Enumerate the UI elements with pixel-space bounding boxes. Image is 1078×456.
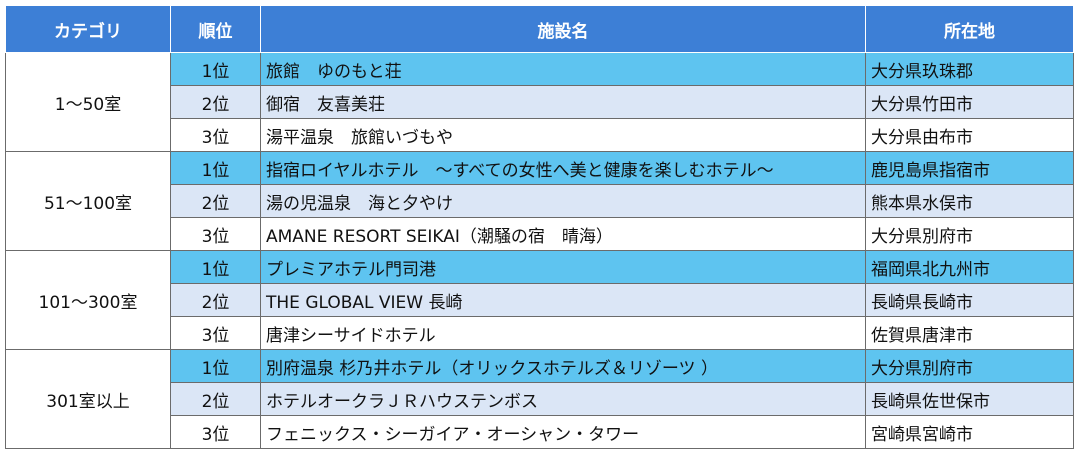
location-cell: 福岡県北九州市 [865, 250, 1074, 284]
table-row: 301室以上 1位 別府温泉 杉乃井ホテル（オリックスホテルズ＆リゾーツ ）大分県別… [5, 349, 1074, 449]
header-cell: 所在地 [865, 5, 1074, 53]
location-cell: 大分県由布市 [865, 118, 1074, 152]
rank-cell: 2位 [170, 85, 261, 119]
category-cell: 51～100室 [5, 151, 171, 251]
location-cell: 宮崎県宮崎市 [865, 415, 1074, 449]
location-cell: 大分県竹田市 [865, 85, 1074, 119]
location-cell: 大分県別府市 [865, 217, 1074, 251]
table-row: 1～50室 1位 旅館 ゆのもと荘 大分県玖珠郡 [5, 52, 1074, 152]
category-cell: 1～50室 [5, 52, 171, 152]
table-row: 3位 AMANE RESORT SEIKAI（潮騒の宿 晴海） 大分県別府市 [6, 217, 1074, 251]
rank-cell: 2位 [170, 382, 261, 416]
rank-cell: 1位 [170, 349, 261, 383]
rank-cell: 2位 [170, 184, 261, 218]
table-row: 2位 THE GLOBAL VIEW 長崎 長崎県長崎市 [6, 283, 1074, 317]
rank-cell: 1位 [170, 250, 261, 284]
table-body: 1～50室 1位 旅館 ゆのもと荘 大分県玖珠郡 2位 御宿 友喜美荘 大分県竹田市 3位 湯平… [5, 52, 1074, 449]
facility-cell: AMANE RESORT SEIKAI（潮騒の宿 晴海） [260, 217, 866, 251]
facility-cell: 指宿ロイヤルホテル ～すべての女性へ美と健康を楽しむホテル～ [260, 151, 866, 185]
header-cell: 順位 [170, 5, 261, 53]
table-row: 2位 御宿 友喜美荘 大分県竹田市 [6, 85, 1074, 119]
table-row: 51～100室 1位 指宿ロイヤルホテル ～すべての女性へ美と健康を楽しむホテル～鹿… [5, 151, 1074, 251]
header-cell: カテゴリ [5, 5, 171, 53]
facility-cell: 旅館 ゆのもと荘 [260, 52, 866, 86]
rank-cell: 3位 [170, 415, 261, 449]
location-cell: 佐賀県唐津市 [865, 316, 1074, 350]
table-row: 101～300室 1位 プレミアホテル門司港 福岡県北九州市 [5, 250, 1074, 350]
category-cell: 101～300室 [5, 250, 171, 350]
facility-cell: 御宿 友喜美荘 [260, 85, 866, 119]
table-row: 2位 ホテルオークラＪＲハウステンボス 長崎県佐世保市 [6, 382, 1074, 416]
rank-cell: 1位 [170, 151, 261, 185]
location-cell: 大分県玖珠郡 [865, 52, 1074, 86]
location-cell: 長崎県佐世保市 [865, 382, 1074, 416]
location-cell: 大分県別府市 [865, 349, 1074, 383]
facility-cell: 別府温泉 杉乃井ホテル（オリックスホテルズ＆リゾーツ ） [260, 349, 866, 383]
location-cell: 長崎県長崎市 [865, 283, 1074, 317]
table-row: 3位 湯平温泉 旅館いづもや 大分県由布市 [6, 118, 1074, 152]
header-row: カテゴリ 順位 施設名 所在地 [5, 5, 1074, 53]
rank-cell: 2位 [170, 283, 261, 317]
facility-cell: プレミアホテル門司港 [260, 250, 866, 284]
facility-cell: 湯の児温泉 海と夕やけ [260, 184, 866, 218]
header-cell: 施設名 [260, 5, 866, 53]
location-cell: 鹿児島県指宿市 [865, 151, 1074, 185]
rank-cell: 3位 [170, 316, 261, 350]
location-cell: 熊本県水俣市 [865, 184, 1074, 218]
facility-cell: 湯平温泉 旅館いづもや [260, 118, 866, 152]
facility-cell: THE GLOBAL VIEW 長崎 [260, 283, 866, 317]
table-row: 2位 湯の児温泉 海と夕やけ 熊本県水俣市 [6, 184, 1074, 218]
rank-cell: 3位 [170, 118, 261, 152]
facility-cell: ホテルオークラＪＲハウステンボス [260, 382, 866, 416]
rank-cell: 1位 [170, 52, 261, 86]
facility-cell: 唐津シーサイドホテル [260, 316, 866, 350]
table-row: 3位 フェニックス・シーガイア・オーシャン・タワー 宮崎県宮崎市 [6, 415, 1074, 449]
ranking-table: カテゴリ 順位 施設名 所在地 1～50室 1位 旅館 ゆのもと荘 大分県玖珠郡 2位 御宿 友… [5, 5, 1074, 449]
category-cell: 301室以上 [5, 349, 171, 449]
rank-cell: 3位 [170, 217, 261, 251]
facility-cell: フェニックス・シーガイア・オーシャン・タワー [260, 415, 866, 449]
